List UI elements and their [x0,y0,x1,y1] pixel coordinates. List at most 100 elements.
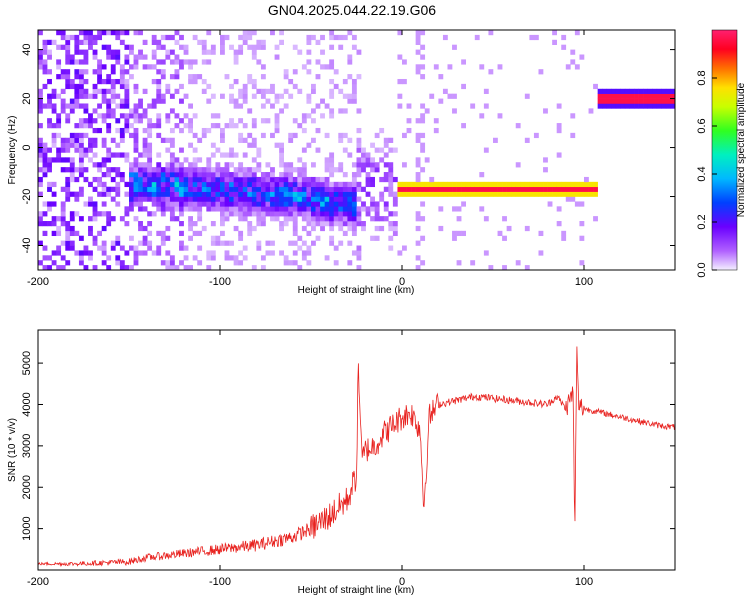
heatmap-cell [279,108,284,114]
heatmap-cell [333,181,339,188]
heatmap-cell [151,191,157,197]
heatmap-cell [306,176,312,183]
heatmap-cell [656,88,662,94]
heatmap-cell [206,186,212,192]
heatmap-cell [92,108,98,114]
heatmap-cell [283,74,289,80]
heatmap-cell [620,103,626,109]
heatmap-cell [69,34,75,41]
heatmap-cell [88,216,93,222]
heatmap-cell [56,250,62,256]
colorbar-tick-label: 0.8 [696,70,708,85]
heatmap-cell [306,216,312,222]
heatmap-cell [447,64,453,70]
heatmap-cell [324,132,330,139]
heatmap-cell [433,181,439,188]
heatmap-cell [169,181,175,188]
heatmap-cell [138,181,143,188]
heatmap-cell [538,230,544,237]
heatmap-cell [233,54,239,60]
heatmap-cell [420,147,426,153]
heatmap-cell [88,181,93,188]
heatmap-cell [279,221,284,227]
heatmap-cell [283,191,289,197]
heatmap-cell [38,157,43,163]
heatmap-cell [524,137,530,143]
heatmap-cell [165,113,171,119]
heatmap-cell [229,147,234,153]
heatmap-cell [588,191,594,197]
heatmap-cell [320,113,325,119]
heatmap-cell [288,211,294,217]
heatmap-cell [165,88,171,94]
heatmap-cell [147,186,153,192]
heatmap-cell [274,186,280,192]
heatmap-cell [38,98,43,104]
heatmap-cell [447,191,453,197]
heatmap-cell [110,152,116,158]
heatmap-cell [51,142,57,148]
heatmap-cell [188,127,193,134]
heatmap-cell [188,191,193,197]
heatmap-cell [529,34,535,41]
heatmap-cell [306,49,312,55]
heatmap-cell [88,34,93,41]
heatmap-cell [192,172,198,178]
heatmap-cell [197,167,203,173]
heatmap-cell [483,103,489,109]
heatmap-cell [388,245,394,251]
heatmap-cell [129,181,134,188]
heatmap-cell [470,181,476,188]
heatmap-cell [274,142,280,148]
heatmap-cell [169,34,175,41]
heatmap-cell [370,216,375,222]
heatmap-cell [220,39,225,45]
heatmap-cell [233,255,239,261]
snr-x-axis-label: Height of straight line (km) [298,585,415,596]
heatmap-cell [38,59,43,65]
heatmap-cell [238,137,244,143]
heatmap-cell [179,83,184,90]
heatmap-cell [288,216,294,222]
heatmap-cell [220,201,225,207]
heatmap-cell [142,250,148,256]
heatmap-cell [570,186,576,192]
heatmap-cell [574,64,580,70]
heatmap-cell [65,240,71,246]
heatmap-cell [561,230,567,237]
heatmap-cell [201,225,207,232]
heatmap-cell [406,191,412,197]
heatmap-cell [479,113,485,119]
heatmap-cell [42,162,48,168]
heatmap-cell [119,39,125,45]
heatmap-cell [402,245,407,251]
heatmap-cell [270,196,275,202]
heatmap-cell [119,127,125,134]
heatmap-cell [156,181,162,188]
heatmap-cell [356,255,362,261]
heatmap-cell [306,245,312,251]
heatmap-cell [351,181,357,188]
heatmap-cell [142,240,148,246]
heatmap-cell [283,186,289,192]
heatmap-cell [238,88,244,94]
heatmap-cell [151,34,157,41]
heatmap-cell [169,186,175,192]
heatmap-cell [220,127,225,134]
heatmap-cell [174,30,180,36]
heatmap-cell [192,191,198,197]
heatmap-cell [365,157,371,163]
heatmap-cell [206,49,212,55]
heatmap-cell [274,123,280,129]
heatmap-cell [38,152,43,158]
heatmap-cell [92,162,98,168]
heatmap-cell [151,181,157,188]
heatmap-cell [320,196,325,202]
heatmap-cell [524,265,530,270]
heatmap-cell [670,88,675,94]
heatmap-cell [629,93,635,99]
heatmap-cell [579,201,585,207]
heatmap-cell [461,186,466,192]
heatmap-cell [320,206,325,212]
heatmap-cell [652,93,658,99]
